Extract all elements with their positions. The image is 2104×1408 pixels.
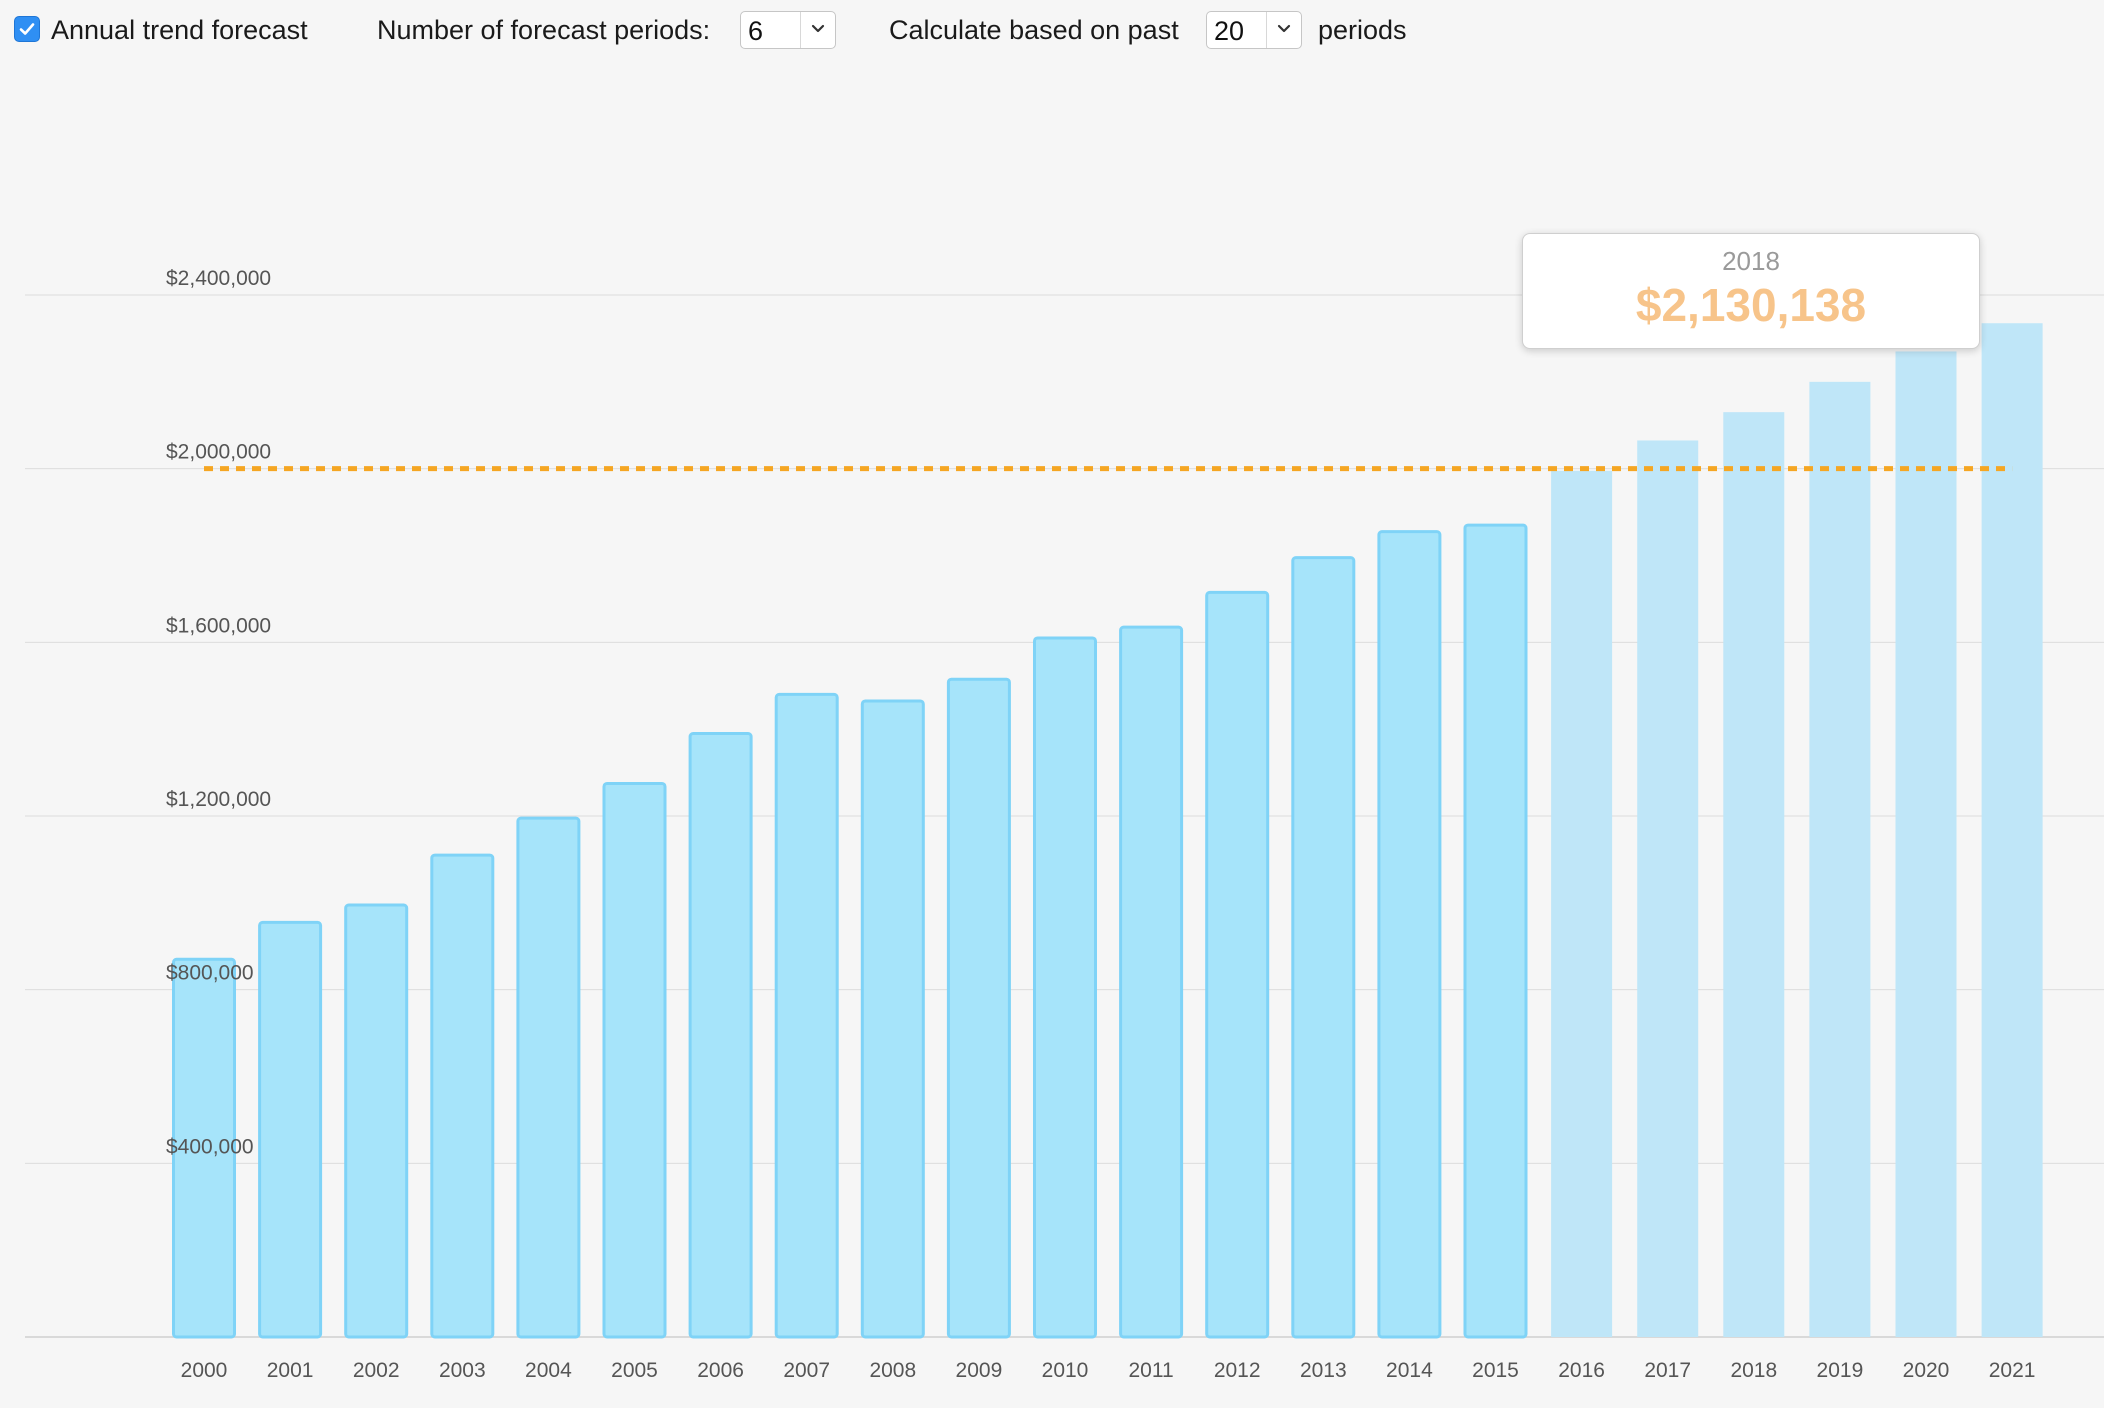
x-tick-label: 2021 [1989, 1359, 2036, 1382]
bar[interactable] [516, 816, 581, 1339]
x-tick-label: 2008 [869, 1359, 916, 1382]
bar[interactable] [602, 781, 667, 1339]
x-tick-label: 2005 [611, 1359, 658, 1382]
bar[interactable] [860, 699, 925, 1339]
forecast-bar[interactable] [1895, 351, 1957, 1338]
bar[interactable] [774, 692, 839, 1339]
annual-trend-checkbox[interactable] [14, 16, 40, 42]
x-tick-label: 2009 [956, 1359, 1003, 1382]
bars [172, 323, 2043, 1339]
bar[interactable] [1377, 530, 1442, 1339]
x-tick-label: 2014 [1386, 1359, 1433, 1382]
bar[interactable] [1291, 556, 1356, 1339]
x-tick-label: 2006 [697, 1359, 744, 1382]
y-tick-label: $400,000 [166, 1135, 254, 1158]
y-tick-label: $2,000,000 [166, 441, 271, 464]
x-tick-label: 2012 [1214, 1359, 1261, 1382]
bar[interactable] [430, 853, 495, 1339]
x-tick-label: 2013 [1300, 1359, 1347, 1382]
x-tick-label: 2019 [1817, 1359, 1864, 1382]
based-on-select[interactable]: 20 [1206, 11, 1302, 49]
x-tick-label: 2020 [1903, 1359, 1950, 1382]
forecast-periods-value: 6 [748, 16, 764, 46]
bar[interactable] [946, 677, 1011, 1339]
based-on-value: 20 [1214, 16, 1245, 46]
toolbar: Annual trend forecast Number of forecast… [0, 0, 2104, 70]
tooltip-year: 2018 [1722, 246, 1780, 276]
x-tick-label: 2003 [439, 1359, 486, 1382]
forecast-bar[interactable] [1637, 440, 1699, 1338]
bar[interactable] [344, 903, 409, 1339]
x-tick-label: 2011 [1129, 1359, 1174, 1382]
x-tick-label: 2016 [1558, 1359, 1605, 1382]
y-axis-labels: $400,000 $800,000 $1,200,000 $1,600,000 $2,0… [166, 267, 271, 1158]
based-on-label: Calculate based on past [889, 15, 1179, 45]
x-tick-label: 2018 [1730, 1359, 1777, 1382]
bar[interactable] [1119, 625, 1184, 1339]
forecast-bar[interactable] [1723, 412, 1785, 1337]
value-tooltip: 2018 $2,130,138 [1522, 233, 1980, 374]
bar[interactable] [172, 957, 236, 1339]
forecast-periods-label: Number of forecast periods: [377, 15, 711, 45]
bar[interactable] [1205, 590, 1270, 1339]
checkmark-icon [19, 23, 35, 35]
y-tick-label: $1,600,000 [166, 614, 271, 637]
bar[interactable] [688, 732, 753, 1339]
x-tick-label: 2015 [1472, 1359, 1519, 1382]
x-tick-label: 2001 [267, 1359, 314, 1382]
chevron-down-icon [1266, 12, 1301, 48]
y-tick-label: $2,400,000 [166, 267, 271, 290]
y-tick-label: $800,000 [166, 962, 254, 985]
forecast-periods-select[interactable]: 6 [740, 11, 836, 49]
tooltip-value: $2,130,138 [1635, 279, 1867, 331]
x-tick-label: 2007 [783, 1359, 830, 1382]
forecast-bar[interactable] [1981, 323, 2043, 1337]
bar[interactable] [1033, 636, 1097, 1339]
x-axis-labels: 2000 2001 2002 2003 2004 2005 2006 2007 2008 2009… [181, 1359, 2036, 1382]
forecast-bar[interactable] [1809, 381, 1871, 1337]
periods-label: periods [1318, 15, 1407, 45]
x-tick-label: 2000 [181, 1359, 228, 1382]
x-tick-label: 2002 [353, 1359, 400, 1382]
y-tick-label: $1,200,000 [166, 788, 271, 811]
bar[interactable] [258, 920, 323, 1339]
annual-trend-label: Annual trend forecast [51, 15, 308, 45]
forecast-bar[interactable] [1551, 470, 1613, 1337]
x-tick-label: 2017 [1644, 1359, 1691, 1382]
x-tick-label: 2010 [1042, 1359, 1089, 1382]
x-tick-label: 2004 [525, 1359, 572, 1382]
bar[interactable] [1463, 523, 1528, 1339]
chevron-down-icon [800, 12, 835, 48]
